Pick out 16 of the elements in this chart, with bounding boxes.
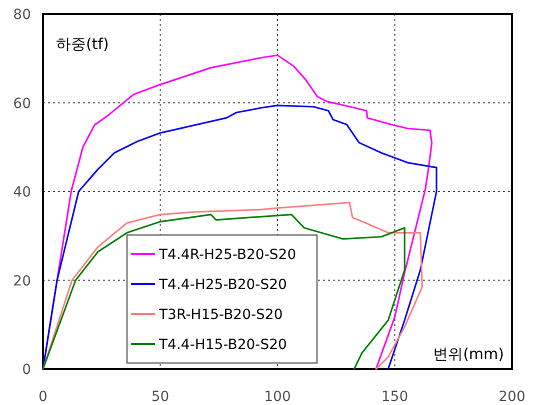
x-tick-label: 0 [38,389,48,405]
legend-label: T4.4-H25-B20-S20 [158,277,287,293]
legend-label: T3R-H15-B20-S20 [158,307,283,323]
y-tick-label: 40 [13,184,31,200]
legend-label: T4.4R-H25-B20-S20 [158,247,296,263]
x-tick-label: 200 [498,389,526,405]
x-axis-title: 변위(mm) [433,345,504,363]
y-tick-label: 80 [13,7,31,23]
y-tick-label: 60 [13,96,31,112]
x-tick-label: 50 [151,389,170,405]
legend-label: T4.4-H15-B20-S20 [158,337,287,353]
y-tick-label: 20 [13,273,31,290]
x-tick-label: 150 [381,389,408,405]
x-tick-label: 100 [264,389,291,405]
y-axis-title: 하중(tf) [56,35,109,53]
y-tick-label: 0 [22,362,31,378]
